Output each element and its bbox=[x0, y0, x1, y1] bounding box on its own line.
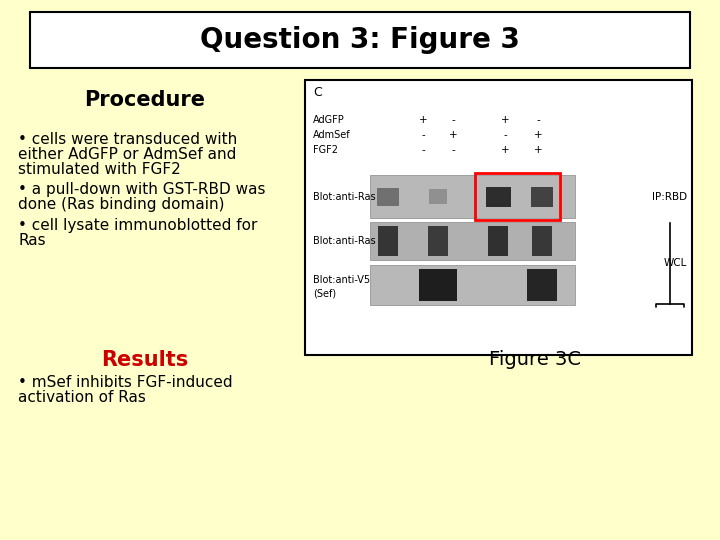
Bar bbox=[488, 226, 508, 256]
Text: AdmSef: AdmSef bbox=[313, 130, 351, 140]
Bar bbox=[419, 269, 457, 301]
Bar bbox=[532, 226, 552, 256]
Text: -: - bbox=[503, 130, 507, 140]
Text: +: + bbox=[500, 145, 509, 155]
Text: +: + bbox=[419, 115, 427, 125]
Text: activation of Ras: activation of Ras bbox=[18, 390, 146, 405]
Bar bbox=[531, 186, 553, 206]
Bar bbox=[527, 269, 557, 301]
Bar bbox=[305, 80, 692, 355]
Text: • a pull-down with GST-RBD was: • a pull-down with GST-RBD was bbox=[18, 182, 266, 197]
Bar bbox=[475, 173, 560, 220]
Text: Results: Results bbox=[102, 350, 189, 370]
Text: +: + bbox=[534, 130, 542, 140]
Text: Blot:anti-Ras: Blot:anti-Ras bbox=[313, 192, 376, 201]
Bar bbox=[377, 187, 399, 206]
Text: -: - bbox=[451, 115, 455, 125]
Bar bbox=[428, 226, 448, 256]
Text: WCL: WCL bbox=[664, 259, 687, 268]
Bar bbox=[429, 189, 447, 204]
Text: either AdGFP or AdmSef and: either AdGFP or AdmSef and bbox=[18, 147, 236, 162]
Text: -: - bbox=[421, 130, 425, 140]
Text: FGF2: FGF2 bbox=[313, 145, 338, 155]
Text: Figure 3C: Figure 3C bbox=[489, 350, 581, 369]
Text: Question 3: Figure 3: Question 3: Figure 3 bbox=[200, 26, 520, 54]
Text: Procedure: Procedure bbox=[84, 90, 205, 110]
Bar bbox=[370, 265, 575, 305]
Text: done (Ras binding domain): done (Ras binding domain) bbox=[18, 197, 225, 212]
Bar bbox=[370, 222, 575, 260]
Text: -: - bbox=[421, 145, 425, 155]
Text: Blot:anti-Ras: Blot:anti-Ras bbox=[313, 236, 376, 246]
Bar bbox=[370, 175, 575, 218]
Text: +: + bbox=[449, 130, 457, 140]
Text: +: + bbox=[500, 115, 509, 125]
Text: Ras: Ras bbox=[18, 233, 45, 248]
Text: • cell lysate immunoblotted for: • cell lysate immunoblotted for bbox=[18, 218, 257, 233]
Text: -: - bbox=[451, 145, 455, 155]
Text: IP:RBD: IP:RBD bbox=[652, 192, 687, 201]
Text: +: + bbox=[534, 145, 542, 155]
Bar bbox=[485, 186, 510, 206]
Text: -: - bbox=[536, 115, 540, 125]
Bar bbox=[30, 12, 690, 68]
Text: AdGFP: AdGFP bbox=[313, 115, 345, 125]
Text: C: C bbox=[313, 86, 322, 99]
Bar bbox=[378, 226, 398, 256]
Text: Blot:anti-V5: Blot:anti-V5 bbox=[313, 275, 370, 285]
Text: (Sef): (Sef) bbox=[313, 288, 336, 298]
Text: • mSef inhibits FGF-induced: • mSef inhibits FGF-induced bbox=[18, 375, 233, 390]
Text: • cells were transduced with: • cells were transduced with bbox=[18, 132, 238, 147]
Text: stimulated with FGF2: stimulated with FGF2 bbox=[18, 162, 181, 177]
